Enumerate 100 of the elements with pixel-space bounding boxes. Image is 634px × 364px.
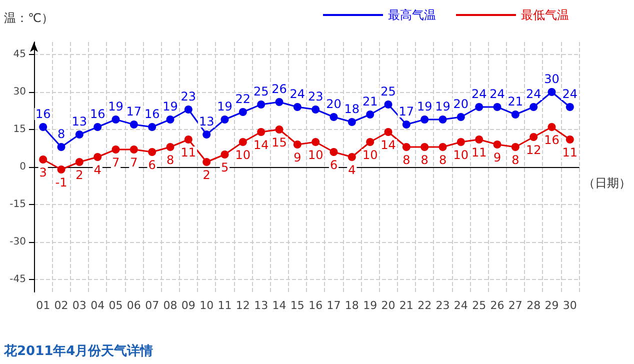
data-label: 21	[362, 94, 378, 108]
data-label: 23	[180, 90, 196, 104]
point	[112, 116, 120, 124]
point	[530, 103, 538, 111]
data-label: 8	[57, 127, 66, 141]
point	[293, 103, 302, 111]
point	[548, 88, 556, 96]
x-tick-label: 13	[254, 299, 268, 312]
point	[275, 98, 284, 106]
point	[438, 143, 447, 151]
data-label: 16	[544, 133, 560, 147]
point	[511, 143, 520, 151]
x-tick-label: 25	[472, 299, 486, 312]
point	[348, 118, 356, 126]
data-label: 24	[471, 87, 487, 101]
point	[530, 133, 538, 141]
x-tick-label: 26	[490, 299, 504, 312]
point	[238, 108, 247, 116]
x-tick-label: 11	[218, 299, 232, 312]
point	[94, 123, 102, 131]
x-tick-label: 03	[72, 299, 86, 312]
x-tick-label: 02	[54, 299, 68, 312]
point	[438, 116, 447, 124]
point	[202, 130, 211, 138]
point	[420, 116, 429, 124]
point	[220, 116, 229, 124]
data-label: 19	[162, 100, 178, 114]
y-tick-label: 45	[13, 49, 26, 60]
data-label: 18	[344, 102, 360, 116]
data-label: 20	[453, 97, 469, 111]
data-label: 30	[544, 72, 560, 86]
data-label: 23	[308, 90, 324, 104]
point	[130, 120, 138, 128]
x-tick-label: 23	[436, 299, 450, 312]
x-axis-title: （日期）	[583, 176, 631, 190]
point	[493, 103, 502, 111]
x-tick-label: 27	[508, 299, 522, 312]
point	[312, 138, 320, 146]
data-label: 2	[76, 168, 84, 182]
point	[566, 136, 574, 144]
data-label: 17	[398, 104, 414, 118]
data-label: 26	[272, 82, 287, 96]
x-tick-label: 08	[163, 299, 178, 312]
point	[257, 128, 266, 136]
point	[348, 153, 356, 161]
data-label: 11	[180, 146, 196, 160]
data-label: 10	[308, 148, 324, 162]
data-label: 4	[348, 163, 356, 177]
point	[366, 110, 374, 118]
point	[456, 113, 465, 121]
point	[166, 116, 174, 124]
x-tick-label: 15	[290, 299, 304, 312]
x-tick-label: 28	[526, 299, 541, 312]
data-label: 9	[493, 150, 502, 164]
x-tick-label: 04	[90, 299, 105, 312]
y-tick-label: -45	[10, 274, 26, 285]
point	[511, 110, 520, 118]
point	[57, 166, 66, 174]
data-label: 13	[198, 114, 214, 128]
data-label: 14	[253, 138, 269, 152]
y-tick-label: -15	[10, 199, 26, 210]
data-label: 11	[562, 146, 578, 160]
point	[475, 103, 484, 111]
data-label: 20	[326, 97, 342, 111]
point	[130, 146, 138, 154]
data-label: 25	[380, 84, 396, 98]
point	[257, 100, 266, 108]
point	[39, 123, 48, 131]
y-tick-label: -30	[10, 236, 26, 248]
point	[475, 136, 484, 144]
point	[548, 123, 556, 131]
data-label: 19	[108, 100, 124, 114]
data-label: 21	[508, 94, 524, 108]
point	[420, 143, 429, 151]
data-label: 14	[380, 138, 396, 152]
point	[112, 146, 120, 154]
x-tick-label: 29	[544, 299, 559, 312]
x-tick-label: 10	[200, 299, 214, 312]
point	[312, 106, 320, 114]
x-tick-label: 18	[344, 299, 359, 312]
point	[238, 138, 247, 146]
data-label: 13	[72, 114, 88, 128]
data-label: 6	[148, 158, 156, 172]
data-label: 15	[272, 136, 287, 150]
x-tick-label: 09	[181, 299, 196, 312]
data-label: 8	[512, 153, 520, 167]
data-label: 16	[35, 107, 51, 121]
data-label: 19	[435, 100, 450, 114]
data-label: 22	[235, 92, 251, 106]
point	[184, 106, 192, 114]
point	[220, 150, 229, 158]
point	[94, 153, 102, 161]
x-tick-label: 14	[272, 299, 286, 312]
x-tick-label: 21	[399, 299, 414, 312]
data-label: 7	[112, 156, 120, 170]
data-label: 3	[39, 166, 47, 180]
x-tick-label: 05	[108, 299, 123, 312]
point	[75, 130, 84, 138]
point	[566, 103, 574, 111]
point	[402, 120, 410, 128]
